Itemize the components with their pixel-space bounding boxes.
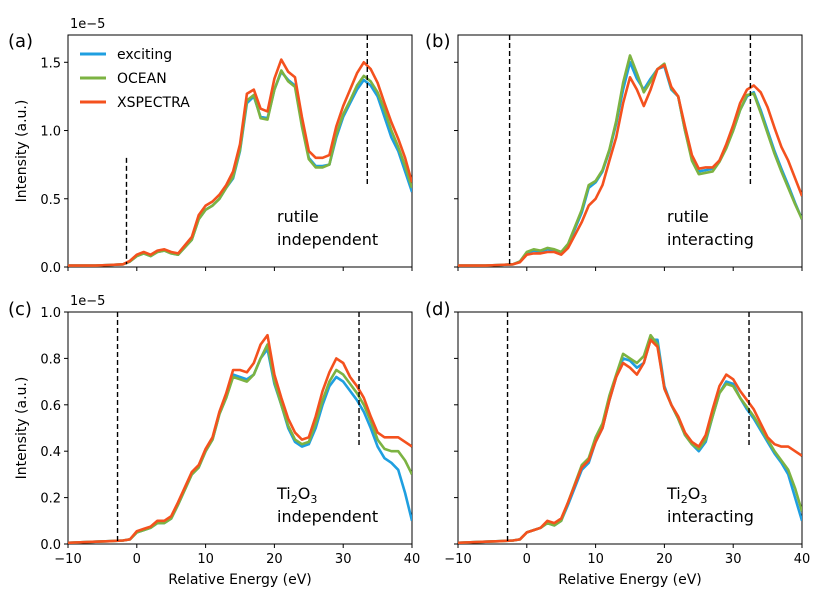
ylabel-bottom: Intensity (a.u.) <box>14 377 30 480</box>
panel-letter: (d) <box>425 299 450 320</box>
panel-c: (c) −10 0 10 20 30 40 0.0 0.2 0.4 0.6 0.8 1.0 Ti2O3in… <box>8 299 420 567</box>
y-tick-label: 1.0 <box>40 125 61 140</box>
scale-label-top: 1e−5 <box>70 17 105 32</box>
panel-letter: (c) <box>8 299 32 320</box>
annotation-part: O <box>688 484 701 503</box>
annotation-mode: interacting <box>667 507 754 526</box>
legend-label-xspectra: XSPECTRA <box>117 95 190 111</box>
series-line-xspectra <box>68 333 412 544</box>
annotation-mode: independent <box>277 507 378 526</box>
y-tick-label: 0.6 <box>40 399 61 414</box>
scale-label-bottom: 1e−5 <box>70 294 105 309</box>
series-line-xspectra <box>68 58 412 267</box>
y-tick-label: 0.5 <box>40 193 61 208</box>
legend: exciting OCEAN XSPECTRA <box>80 47 190 111</box>
annotation-mode: independent <box>277 230 378 249</box>
y-tick-label: 0.4 <box>40 445 61 460</box>
annotation-material: rutile <box>277 207 319 226</box>
x-tick-label: 20 <box>656 552 673 567</box>
x-tick-label: 0 <box>133 552 141 567</box>
x-tick-label: 40 <box>794 552 811 567</box>
xlabel-right: Relative Energy (eV) <box>558 572 702 588</box>
panel-a: (a) 0.0 0.5 1.0 1.5 rutile independent exciting… <box>8 31 413 276</box>
y-tick-label: 0.8 <box>40 352 61 367</box>
annotation-material: rutile <box>667 207 709 226</box>
axes-frame <box>457 34 803 268</box>
axes-frame <box>67 34 413 268</box>
axes-frame <box>457 311 803 545</box>
plot-area <box>458 54 802 267</box>
legend-label-ocean: OCEAN <box>117 71 167 87</box>
panel-b: (b) rutile interacting <box>425 31 803 271</box>
plot-area <box>68 58 412 267</box>
y-tick-label: 0.0 <box>40 261 61 276</box>
annotation-part: O <box>298 484 311 503</box>
annotation-material: Ti2O3 <box>276 484 317 506</box>
x-tick-label: −10 <box>444 552 471 567</box>
panel-letter: (b) <box>425 31 450 52</box>
x-tick-label: 20 <box>266 552 283 567</box>
plot-area <box>458 333 802 544</box>
y-tick-label: 1.5 <box>40 56 61 71</box>
series-line-xspectra <box>458 63 802 267</box>
y-tick-label: 0.0 <box>40 538 61 553</box>
series-line-xspectra <box>458 338 802 544</box>
x-tick-label: 0 <box>523 552 531 567</box>
y-tick-label: 1.0 <box>40 306 61 321</box>
subscript: 3 <box>700 493 707 506</box>
axes-frame <box>67 311 413 545</box>
x-tick-label: 10 <box>587 552 604 567</box>
panel-letter: (a) <box>8 31 33 52</box>
x-tick-label: −10 <box>54 552 81 567</box>
series-line-ocean <box>458 54 802 267</box>
annotation-mode: interacting <box>667 230 754 249</box>
xlabel-left: Relative Energy (eV) <box>168 572 312 588</box>
x-tick-label: 30 <box>335 552 352 567</box>
plot-area <box>68 333 412 544</box>
subscript: 3 <box>310 493 317 506</box>
subscript: 2 <box>291 493 298 506</box>
annotation-material: Ti2O3 <box>666 484 707 506</box>
ylabel-top: Intensity (a.u.) <box>14 100 30 203</box>
x-tick-label: 30 <box>725 552 742 567</box>
y-tick-label: 0.2 <box>40 492 61 507</box>
legend-label-exciting: exciting <box>117 47 172 63</box>
x-tick-label: 10 <box>197 552 214 567</box>
x-tick-label: 40 <box>404 552 421 567</box>
subscript: 2 <box>681 493 688 506</box>
